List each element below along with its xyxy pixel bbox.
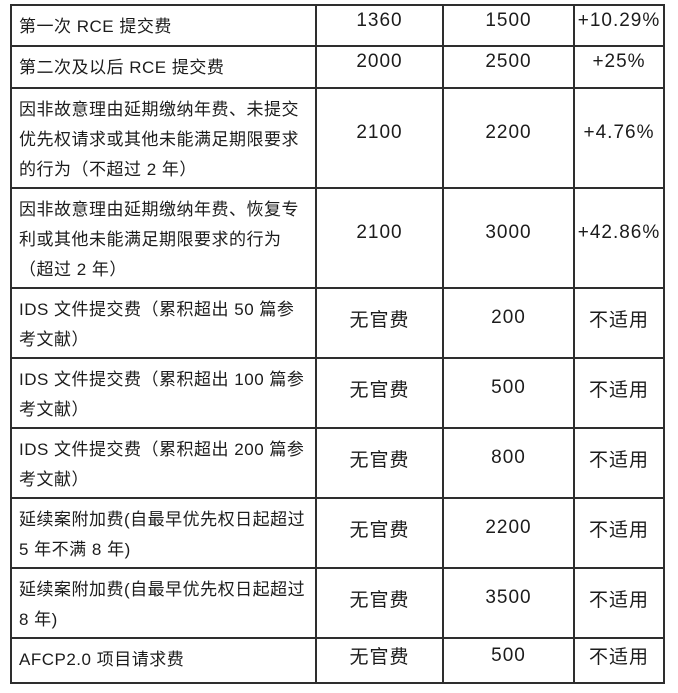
new-fee-cell: 3500 bbox=[442, 567, 575, 639]
table-row: IDS 文件提交费（累积超出 200 篇参考文献） 无官费 800 不适用 bbox=[10, 427, 665, 499]
old-fee-cell: 无官费 bbox=[315, 357, 444, 429]
table-row: IDS 文件提交费（累积超出 50 篇参考文献） 无官费 200 不适用 bbox=[10, 287, 665, 359]
change-cell: 不适用 bbox=[573, 567, 665, 639]
fee-item-cell: 因非故意理由延期缴纳年费、恢复专利或其他未能满足期限要求的行为（超过 2 年） bbox=[10, 187, 317, 289]
change-cell: +25% bbox=[573, 45, 665, 89]
fee-item-cell: 延续案附加费(自最早优先权日起超过 5 年不满 8 年) bbox=[10, 497, 317, 569]
new-fee-cell: 500 bbox=[442, 357, 575, 429]
table-row: 第二次及以后 RCE 提交费 2000 2500 +25% bbox=[10, 45, 665, 89]
new-fee-cell: 2500 bbox=[442, 45, 575, 89]
table-row: 延续案附加费(自最早优先权日起超过 5 年不满 8 年) 无官费 2200 不适… bbox=[10, 497, 665, 569]
old-fee-cell: 2100 bbox=[315, 87, 444, 189]
change-cell: 不适用 bbox=[573, 497, 665, 569]
table-row: AFCP2.0 项目请求费 无官费 500 不适用 bbox=[10, 637, 665, 684]
fee-item-cell: 第一次 RCE 提交费 bbox=[10, 4, 317, 47]
new-fee-cell: 3000 bbox=[442, 187, 575, 289]
old-fee-cell: 1360 bbox=[315, 4, 444, 47]
table-row: 延续案附加费(自最早优先权日起超过 8 年) 无官费 3500 不适用 bbox=[10, 567, 665, 639]
fee-item-cell: 第二次及以后 RCE 提交费 bbox=[10, 45, 317, 89]
table-row: 第一次 RCE 提交费 1360 1500 +10.29% bbox=[10, 4, 665, 47]
new-fee-cell: 800 bbox=[442, 427, 575, 499]
fee-item-cell: 因非故意理由延期缴纳年费、未提交优先权请求或其他未能满足期限要求的行为（不超过 … bbox=[10, 87, 317, 189]
new-fee-cell: 500 bbox=[442, 637, 575, 684]
fee-table-body: 第一次 RCE 提交费 1360 1500 +10.29% 第二次及以后 RCE… bbox=[10, 4, 665, 684]
old-fee-cell: 无官费 bbox=[315, 567, 444, 639]
fee-item-cell: IDS 文件提交费（累积超出 100 篇参考文献） bbox=[10, 357, 317, 429]
fee-table: 第一次 RCE 提交费 1360 1500 +10.29% 第二次及以后 RCE… bbox=[10, 4, 665, 684]
table-row: 因非故意理由延期缴纳年费、未提交优先权请求或其他未能满足期限要求的行为（不超过 … bbox=[10, 87, 665, 189]
fee-item-cell: AFCP2.0 项目请求费 bbox=[10, 637, 317, 684]
change-cell: 不适用 bbox=[573, 637, 665, 684]
change-cell: +42.86% bbox=[573, 187, 665, 289]
old-fee-cell: 2000 bbox=[315, 45, 444, 89]
fee-item-cell: IDS 文件提交费（累积超出 200 篇参考文献） bbox=[10, 427, 317, 499]
new-fee-cell: 200 bbox=[442, 287, 575, 359]
change-cell: 不适用 bbox=[573, 287, 665, 359]
change-cell: 不适用 bbox=[573, 427, 665, 499]
table-row: 因非故意理由延期缴纳年费、恢复专利或其他未能满足期限要求的行为（超过 2 年） … bbox=[10, 187, 665, 289]
old-fee-cell: 2100 bbox=[315, 187, 444, 289]
old-fee-cell: 无官费 bbox=[315, 427, 444, 499]
fee-item-cell: IDS 文件提交费（累积超出 50 篇参考文献） bbox=[10, 287, 317, 359]
new-fee-cell: 2200 bbox=[442, 497, 575, 569]
fee-item-cell: 延续案附加费(自最早优先权日起超过 8 年) bbox=[10, 567, 317, 639]
old-fee-cell: 无官费 bbox=[315, 497, 444, 569]
old-fee-cell: 无官费 bbox=[315, 287, 444, 359]
old-fee-cell: 无官费 bbox=[315, 637, 444, 684]
new-fee-cell: 1500 bbox=[442, 4, 575, 47]
change-cell: +10.29% bbox=[573, 4, 665, 47]
table-row: IDS 文件提交费（累积超出 100 篇参考文献） 无官费 500 不适用 bbox=[10, 357, 665, 429]
change-cell: +4.76% bbox=[573, 87, 665, 189]
new-fee-cell: 2200 bbox=[442, 87, 575, 189]
change-cell: 不适用 bbox=[573, 357, 665, 429]
